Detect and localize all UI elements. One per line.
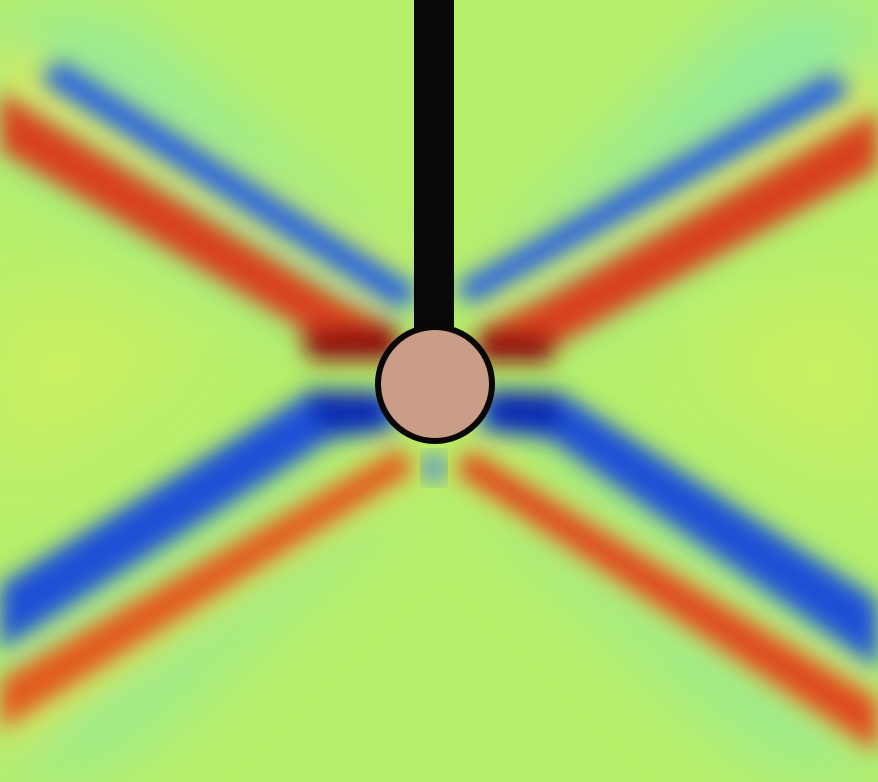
upper-left-waves (0, 60, 420, 360)
rod (414, 0, 454, 340)
upper-right-waves (455, 72, 878, 362)
sphere (375, 324, 495, 444)
center-detail (424, 454, 444, 482)
lower-left-waves (0, 390, 415, 730)
lower-right-waves (455, 390, 878, 752)
